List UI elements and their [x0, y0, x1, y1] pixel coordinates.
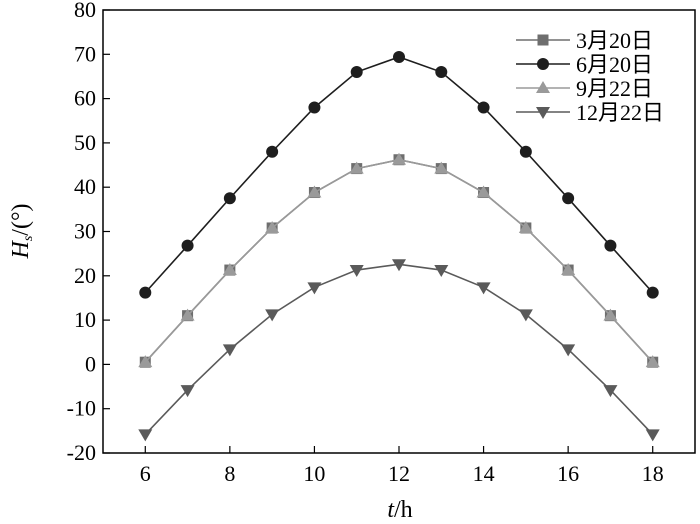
series-4	[138, 259, 660, 442]
data-point	[392, 259, 406, 272]
data-point	[180, 308, 195, 321]
series-layer	[138, 50, 660, 442]
x-tick-label: 8	[224, 461, 235, 486]
y-tick-label: 40	[74, 174, 96, 199]
x-tick-label: 12	[388, 461, 410, 486]
data-point	[350, 66, 363, 79]
data-point	[307, 185, 322, 198]
legend-marker	[536, 81, 550, 93]
y-tick-label: 20	[74, 263, 96, 288]
data-point	[393, 50, 405, 63]
axis-ticks: -20 -10 0 10 20 30 40 50 60 70 80 6 8 10 12 14 16 18	[67, 0, 664, 486]
x-tick-label: 10	[303, 461, 325, 486]
legend-marker	[536, 107, 550, 119]
x-axis-title: t/h	[387, 497, 412, 523]
data-point	[476, 185, 491, 198]
y-axis-title-italic: H	[8, 240, 34, 260]
data-point	[138, 355, 153, 368]
data-point	[604, 239, 617, 252]
data-point	[180, 385, 195, 398]
series-2	[139, 50, 659, 299]
data-point	[434, 265, 449, 278]
data-point	[139, 286, 152, 299]
data-point	[181, 239, 194, 252]
legend-label: 3月20日	[576, 28, 653, 53]
y-tick-label: 50	[74, 130, 96, 155]
legend-entry: 6月20日	[516, 52, 653, 77]
y-tick-label: 0	[85, 351, 96, 376]
data-point	[265, 309, 280, 322]
data-point	[519, 145, 532, 158]
legend-marker	[537, 58, 549, 70]
y-tick-label: 10	[74, 307, 96, 332]
data-point	[435, 66, 448, 79]
data-point	[222, 263, 237, 276]
y-tick-label: 30	[74, 219, 96, 244]
data-point	[603, 308, 618, 321]
data-point	[223, 192, 236, 205]
x-tick-label: 14	[473, 461, 495, 486]
y-tick-label: 60	[74, 86, 96, 111]
data-point	[518, 309, 533, 322]
data-point	[392, 152, 406, 165]
y-tick-label: -20	[67, 440, 96, 465]
legend-entry: 9月22日	[516, 76, 653, 101]
legend-entry: 12月22日	[516, 100, 664, 125]
y-axis-title: Hs/(°)	[8, 203, 36, 259]
data-point	[349, 265, 364, 278]
data-point	[265, 220, 280, 233]
series-3	[138, 152, 660, 368]
series-line	[144, 263, 654, 435]
x-axis-title-italic: t	[387, 497, 395, 523]
y-axis-title-sub: s	[21, 235, 36, 241]
data-point	[562, 192, 575, 205]
legend-marker	[537, 34, 549, 46]
data-point	[476, 282, 491, 295]
data-point	[645, 429, 660, 442]
legend-label: 6月20日	[576, 52, 653, 77]
legend-label: 9月22日	[576, 76, 653, 101]
x-tick-label: 18	[642, 461, 664, 486]
x-tick-label: 16	[557, 461, 579, 486]
data-point	[308, 101, 321, 114]
data-point	[477, 101, 490, 114]
data-point	[561, 344, 576, 357]
x-tick-label: 6	[140, 461, 151, 486]
data-point	[645, 355, 660, 368]
data-point	[307, 282, 322, 295]
y-tick-label: 70	[74, 41, 96, 66]
data-point	[138, 429, 153, 442]
legend-label: 12月22日	[576, 100, 664, 125]
y-tick-label: -10	[67, 396, 96, 421]
data-point	[222, 344, 237, 357]
legend-entry: 3月20日	[516, 28, 653, 53]
x-axis-title-unit: /h	[394, 497, 413, 523]
data-point	[646, 286, 659, 299]
data-point	[603, 385, 618, 398]
data-point	[561, 263, 576, 276]
data-point	[349, 161, 364, 174]
data-point	[518, 220, 533, 233]
y-tick-label: 80	[74, 0, 96, 22]
data-point	[266, 145, 279, 158]
data-point	[434, 161, 449, 174]
y-axis-title-unit: /(°)	[8, 203, 34, 235]
